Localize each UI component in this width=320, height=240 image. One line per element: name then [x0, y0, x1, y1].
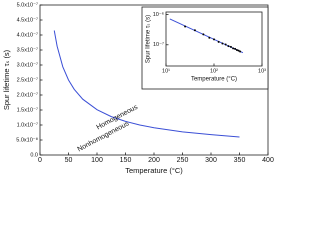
scatter-point [213, 38, 215, 41]
y-tick-label: 3.5x10⁻⁷ [17, 46, 38, 53]
scatter-point [184, 25, 187, 28]
y-tick-label: 5.0x10⁻⁷ [17, 1, 38, 8]
y-tick-label: 5.0x10⁻⁸ [16, 136, 38, 143]
line-series [53, 30, 240, 138]
y-tick-label: 4.0x10⁻⁷ [17, 31, 38, 38]
y-tick-label: 0.0 [30, 152, 38, 158]
x-axis-label: Temperature (°C) [125, 166, 183, 175]
x-tick-label: 100 [91, 157, 103, 164]
scatter-point [239, 50, 242, 53]
scatter-point [235, 49, 238, 52]
y-axis-label: Spur lifetime τₛ (s) [2, 49, 11, 110]
scatter-point [208, 36, 211, 39]
y-tick-label: 3.0x10⁻⁷ [17, 61, 38, 68]
x-tick-label: 10¹ [162, 68, 170, 74]
scatter-point [232, 47, 235, 50]
x-tick-label: 350 [234, 157, 246, 164]
x-tick-label: 150 [120, 157, 132, 164]
x-tick-label: 300 [205, 157, 217, 164]
scatter-point [193, 29, 196, 32]
y-tick-label: 10⁻⁶ [153, 11, 164, 18]
x-tick-label: 0 [38, 157, 42, 164]
scatter-point [234, 47, 237, 50]
scatter-point [227, 45, 230, 48]
scatter-point [217, 40, 220, 43]
scatter-point [237, 49, 240, 52]
scatter-point [224, 43, 227, 46]
chart: 0 50 100 150 200 250 300 350 400 0.0 5.0x10⁻⁸ 1.0x1… [1, 1, 274, 175]
y-tick-label: 1.5x10⁻⁷ [17, 106, 38, 113]
x-tick-label: 10³ [258, 68, 266, 74]
y-tick-label: 2.0x10⁻⁷ [17, 91, 38, 98]
y-tick-label: 4.5x10⁻⁷ [17, 16, 38, 23]
scatter-point [229, 45, 232, 48]
x-tick-label: 250 [177, 157, 189, 164]
x-tick-label: 200 [148, 157, 160, 164]
scatter-point [202, 33, 205, 36]
y-axis-label: Spur lifetime τₛ (s) [146, 15, 152, 63]
x-tick-label: 10² [210, 68, 218, 74]
inset-frame [141, 6, 269, 90]
x-tick-label: 400 [262, 157, 274, 164]
x-tick-label: 50 [65, 157, 73, 164]
y-tick-label: 2.5x10⁻⁷ [17, 76, 38, 83]
scatter-point [221, 42, 224, 45]
y-tick-label: 10⁻⁷ [153, 41, 164, 48]
y-tick-label: 1.0x10⁻⁷ [17, 121, 38, 128]
x-axis-label: Temperature (°C) [191, 77, 237, 83]
